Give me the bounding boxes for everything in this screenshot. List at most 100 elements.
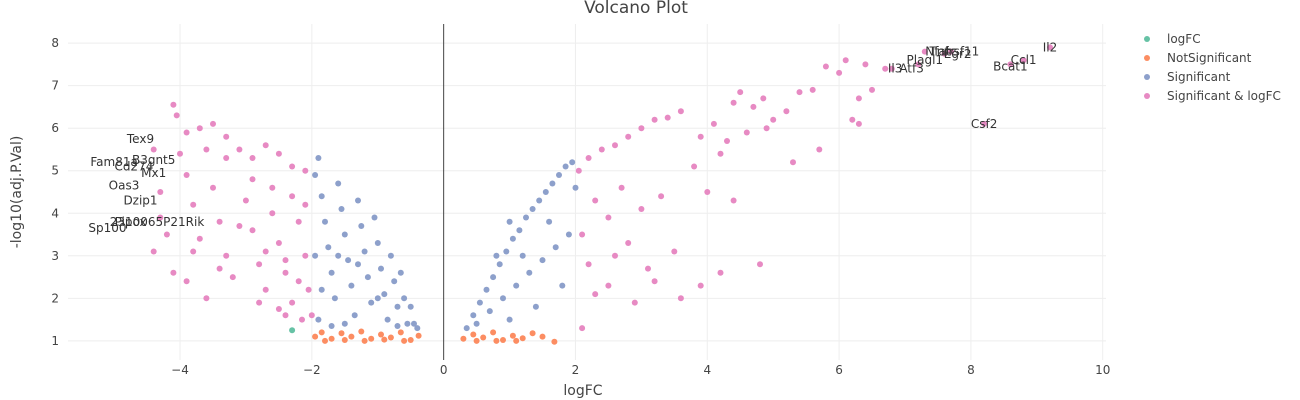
data-point — [249, 176, 256, 183]
data-point — [551, 338, 558, 345]
data-point — [394, 323, 401, 329]
data-point — [312, 333, 319, 340]
x-axis-title: logFC — [563, 383, 602, 399]
data-point — [341, 231, 348, 238]
data-point — [374, 240, 381, 246]
gene-label: B3gnt5 — [132, 153, 175, 167]
data-point — [312, 172, 319, 178]
data-point — [163, 231, 170, 238]
data-point — [262, 142, 269, 149]
data-point — [677, 295, 684, 302]
data-point — [387, 334, 394, 341]
data-point — [671, 248, 678, 255]
gene-label: Il3 — [888, 62, 903, 76]
data-point — [483, 286, 490, 293]
data-point — [757, 261, 763, 268]
gene-label: Atf3 — [899, 62, 924, 76]
data-point — [513, 337, 520, 344]
data-point — [730, 99, 737, 106]
data-point — [460, 335, 467, 342]
data-point — [717, 269, 724, 276]
data-point — [216, 265, 223, 272]
x-tick-label: 4 — [703, 363, 711, 377]
data-point — [526, 269, 533, 276]
data-point — [328, 323, 335, 329]
data-point — [173, 112, 180, 119]
gene-label: Plagl1 — [907, 53, 944, 67]
data-point — [631, 299, 638, 306]
legend-label: Significant — [1167, 70, 1231, 84]
data-point — [328, 335, 335, 342]
data-point — [315, 316, 322, 323]
data-point — [289, 327, 296, 334]
x-tick-label: −4 — [171, 363, 189, 377]
data-point — [351, 312, 358, 319]
data-point — [532, 303, 539, 310]
data-point — [882, 65, 889, 72]
data-point — [275, 306, 282, 312]
data-point — [295, 218, 302, 225]
data-point — [322, 218, 328, 225]
data-point — [242, 197, 249, 204]
legend-marker — [1144, 55, 1150, 61]
x-tick-label: 10 — [1095, 363, 1110, 377]
data-point — [704, 189, 711, 195]
data-point — [190, 248, 197, 255]
data-point — [585, 261, 592, 268]
data-point — [519, 252, 526, 259]
data-point — [282, 269, 289, 276]
legend-item[interactable]: Significant & logFC — [1144, 89, 1281, 103]
data-point — [569, 159, 576, 166]
gene-label: Tnfrsf11 — [928, 45, 979, 59]
y-tick-label: 6 — [51, 121, 59, 135]
gene-label: Oas3 — [109, 179, 140, 193]
data-point — [295, 278, 302, 285]
data-point — [638, 206, 645, 212]
data-point — [509, 235, 516, 242]
data-point — [677, 108, 684, 115]
data-point — [1007, 61, 1014, 68]
data-point — [305, 286, 312, 293]
data-point — [625, 133, 632, 140]
gene-label: Il2 — [1043, 40, 1058, 54]
data-point — [737, 89, 744, 96]
x-tick-label: 0 — [440, 363, 448, 377]
gene-label: Dzip1 — [123, 194, 157, 208]
y-axis-title: -log10(adj.P.Val) — [9, 136, 25, 249]
data-point — [480, 334, 487, 341]
legend[interactable]: logFC NotSignificant Significant Significan… — [1144, 32, 1281, 103]
data-point — [490, 329, 497, 336]
data-point — [312, 252, 319, 259]
gene-label: Fam81a — [90, 155, 137, 169]
data-point — [282, 312, 289, 319]
data-point — [378, 265, 384, 272]
y-tick-label: 3 — [51, 249, 59, 263]
data-point — [358, 223, 365, 229]
data-point — [486, 308, 493, 315]
gene-label: Cd274 — [114, 160, 153, 174]
data-point — [948, 48, 955, 55]
gene-label: Sp100 — [88, 221, 126, 235]
data-point — [407, 303, 414, 310]
gene-label: Mx1 — [141, 166, 166, 180]
gene-label: Egr2 — [944, 47, 972, 61]
data-point — [170, 101, 177, 108]
data-point — [282, 257, 289, 264]
data-point — [302, 167, 309, 174]
y-tick-label: 7 — [51, 79, 59, 93]
data-point — [612, 142, 618, 149]
legend-item[interactable]: NotSignificant — [1144, 51, 1252, 65]
data-point — [579, 325, 586, 332]
data-point — [500, 337, 506, 343]
data-point — [364, 274, 371, 281]
legend-item[interactable]: logFC — [1144, 32, 1201, 46]
legend-item[interactable]: Significant — [1144, 70, 1231, 84]
data-point — [374, 295, 381, 302]
data-point — [299, 316, 305, 323]
data-point — [407, 337, 414, 343]
gene-label: Bcat1 — [993, 60, 1028, 74]
data-point — [664, 114, 671, 121]
gene-label: Pipox — [115, 215, 147, 229]
data-point — [404, 320, 411, 327]
series-notsignificant — [312, 328, 558, 345]
